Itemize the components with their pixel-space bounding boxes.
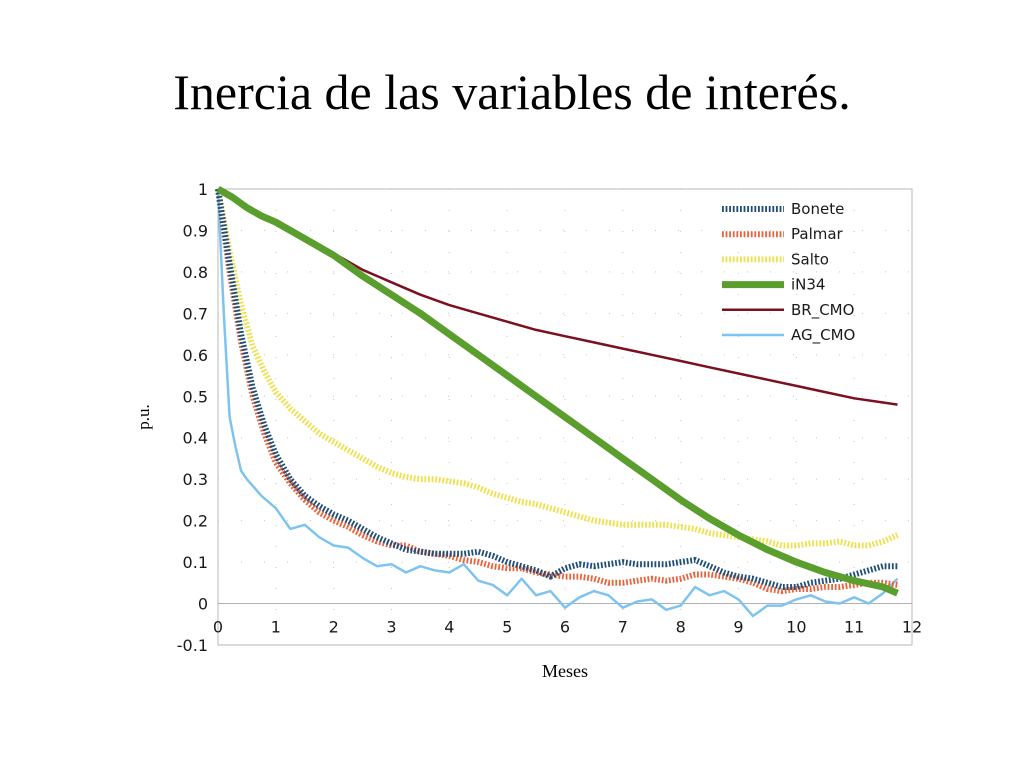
- legend: Bonete Palmar Salto iN34 BR_CMO AG_CMO: [722, 200, 855, 345]
- x-tick-label: 10: [786, 618, 806, 637]
- x-tick-label: 2: [329, 618, 339, 637]
- y-tick-label: 0.6: [183, 346, 208, 365]
- legend-label: BR_CMO: [791, 301, 854, 320]
- legend-label: Salto: [791, 250, 829, 268]
- legend-label: Bonete: [791, 200, 844, 218]
- legend-label: Palmar: [791, 225, 844, 243]
- y-tick-label: 0.2: [183, 512, 208, 531]
- y-tick-label: 0.7: [183, 304, 208, 323]
- x-tick-label: 0: [213, 618, 223, 637]
- y-tick-label: 0: [198, 595, 208, 614]
- y-tick-label: 0.4: [183, 429, 208, 448]
- y-tick-label: -0.1: [177, 636, 208, 655]
- series-line-bonete: [215, 188, 898, 590]
- y-tick-label: 0.5: [183, 387, 208, 406]
- legend-label: iN34: [791, 276, 825, 294]
- y-tick-label: 0.8: [183, 263, 208, 282]
- series-lines: [215, 185, 899, 618]
- x-tick-label: 7: [618, 618, 628, 637]
- series-line-ag-cmo: [216, 188, 899, 618]
- y-tick-label: 0.1: [183, 553, 208, 572]
- grid: [218, 189, 912, 645]
- x-tick-label: 4: [444, 618, 454, 637]
- x-tick-label: 3: [386, 618, 396, 637]
- slide-title: Inercia de las variables de interés.: [173, 64, 851, 120]
- x-axis-label: Meses: [542, 661, 588, 681]
- x-tick-label: 9: [733, 618, 743, 637]
- x-tick-label: 12: [902, 618, 922, 637]
- series-line-in34: [216, 185, 899, 597]
- x-tick-label: 5: [502, 618, 512, 637]
- series-line-salto: [215, 188, 899, 549]
- x-tick-label: 8: [676, 618, 686, 637]
- series-line-palmar: [215, 188, 898, 595]
- y-tick-label: 0.3: [183, 470, 208, 489]
- y-tick-label: 0.9: [183, 221, 208, 240]
- x-tick-label: 1: [271, 618, 281, 637]
- x-tick-label: 6: [560, 618, 570, 637]
- axis-ticks: -0.100.10.20.30.40.50.60.70.80.910 1 2 3 4 5 6…: [177, 180, 922, 655]
- legend-label: AG_CMO: [791, 326, 855, 345]
- y-tick-label: 1: [198, 180, 208, 199]
- y-axis-label: p.u.: [134, 404, 153, 430]
- x-tick-label: 11: [844, 618, 864, 637]
